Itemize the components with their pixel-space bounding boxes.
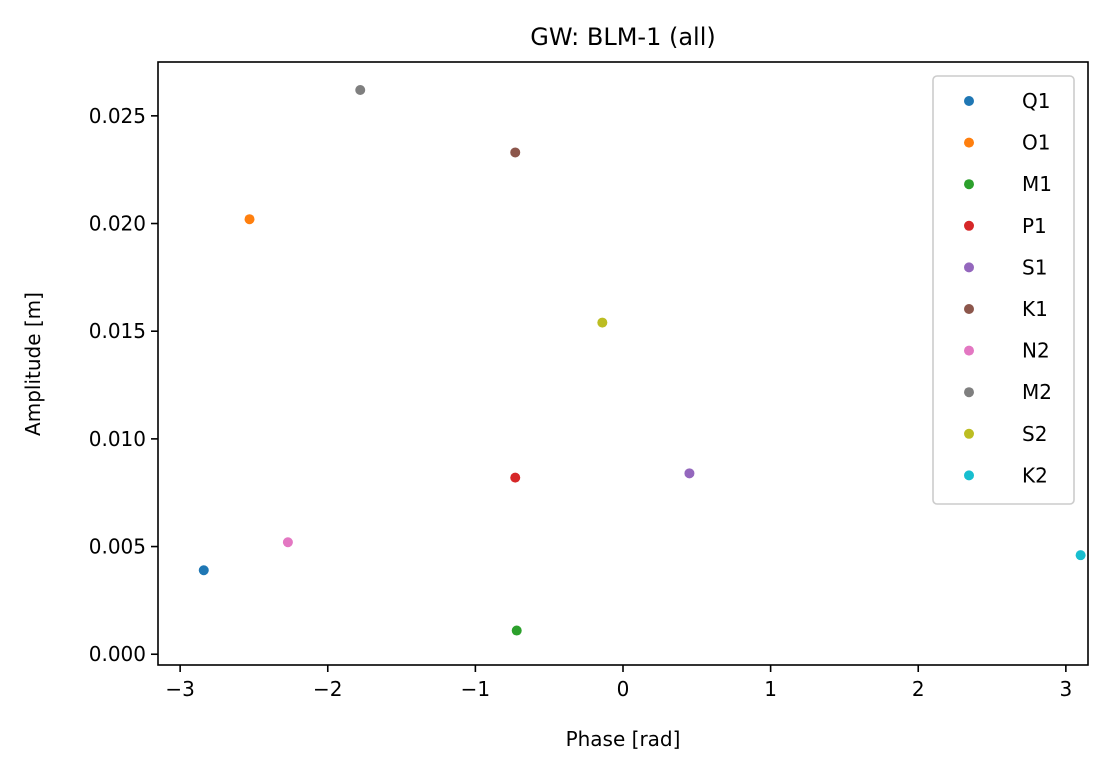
legend: Q1 O1 M1 P1 S1 K1 N2 M2 S2 K2 [932,75,1075,505]
legend-marker-q1 [964,96,974,106]
point-q1 [198,565,209,576]
y-tick-label: 0.010 [89,427,146,451]
y-tick-label: 0.000 [89,642,146,666]
legend-label-k2: K2 [1022,463,1048,487]
legend-label-q1: Q1 [1022,89,1050,113]
chart-title: GW: BLM-1 (all) [530,23,716,51]
legend-label-o1: O1 [1022,131,1050,155]
legend-label-p1: P1 [1022,214,1047,238]
x-axis-ticks: −3 −2 −1 0 1 2 3 [165,665,1072,701]
point-k1 [510,147,521,158]
legend-label-s2: S2 [1022,422,1047,446]
x-tick-label: −1 [461,677,490,701]
point-m2 [355,84,366,95]
legend-marker-s2 [964,428,974,439]
legend-marker-k2 [964,470,974,481]
point-k2 [1075,550,1086,561]
legend-marker-n2 [964,345,974,356]
y-tick-label: 0.020 [89,212,146,236]
legend-marker-p1 [964,220,974,231]
legend-box [932,75,1075,505]
y-axis-label: Amplitude [m] [21,292,45,436]
y-axis-ticks: 0.000 0.005 0.010 0.015 0.020 0.025 [89,104,158,666]
legend-marker-k1 [964,304,974,314]
legend-label-m1: M1 [1022,172,1052,196]
x-tick-label: 3 [1059,677,1072,701]
point-s2 [597,317,608,328]
y-tick-label: 0.015 [89,319,146,343]
legend-label-m2: M2 [1022,380,1052,404]
legend-marker-m2 [964,387,974,398]
x-tick-label: 2 [912,677,925,701]
x-tick-label: −3 [165,677,194,701]
y-tick-label: 0.025 [89,104,146,128]
legend-marker-s1 [964,262,974,273]
point-s1 [684,468,695,479]
point-p1 [510,472,521,483]
legend-label-k1: K1 [1022,297,1048,321]
y-tick-label: 0.005 [89,535,146,559]
point-m1 [511,625,522,636]
legend-label-n2: N2 [1022,339,1050,363]
x-axis-label: Phase [rad] [566,727,681,751]
legend-marker-o1 [964,137,974,148]
plot-area-frame [157,61,1089,666]
point-o1 [244,214,255,225]
x-tick-label: 1 [764,677,777,701]
x-tick-label: 0 [617,677,630,701]
legend-marker-m1 [964,179,974,190]
point-n2 [282,537,293,548]
x-tick-label: −2 [313,677,342,701]
legend-label-s1: S1 [1022,255,1047,279]
data-points [198,84,1086,636]
